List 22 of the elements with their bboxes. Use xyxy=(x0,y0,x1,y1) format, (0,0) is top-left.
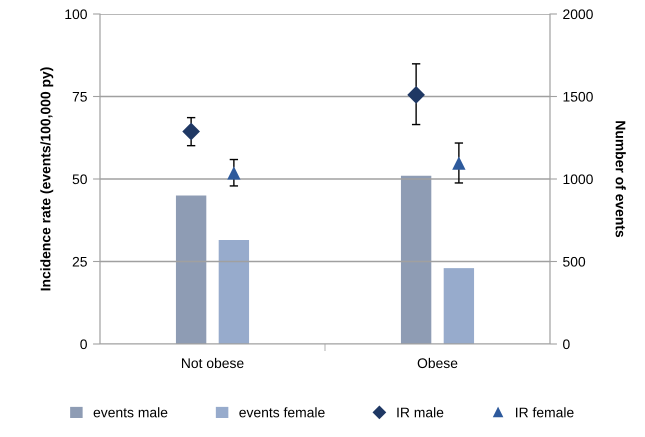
y2-tick-label: 1500 xyxy=(564,92,593,102)
legend-label: events male xyxy=(94,407,168,418)
bar xyxy=(218,240,250,344)
legend-label: events female xyxy=(239,407,325,418)
y-tick-label: 75 xyxy=(72,92,87,102)
y-tick-label: 25 xyxy=(72,256,87,267)
legend-label: IR male xyxy=(397,407,444,418)
x-tick-label: Obese xyxy=(418,358,458,368)
bar xyxy=(444,268,474,344)
bar xyxy=(400,176,432,344)
y2-tick-label: 0 xyxy=(563,339,570,350)
x-tick-label: Not obese xyxy=(182,358,244,368)
y2-tick-label: 500 xyxy=(563,256,586,267)
y2-axis-title: Number of events xyxy=(616,121,626,238)
y-axis-title: Incidence rate (events/100,000 py) xyxy=(40,67,54,290)
y-tick-label: 0 xyxy=(80,339,87,350)
y-tick-label: 50 xyxy=(72,174,87,184)
y-tick-label: 100 xyxy=(65,9,87,20)
bar xyxy=(176,196,206,344)
legend-label: IR female xyxy=(516,407,574,418)
y2-tick-label: 1000 xyxy=(564,174,593,184)
y2-tick-label: 2000 xyxy=(563,9,593,20)
